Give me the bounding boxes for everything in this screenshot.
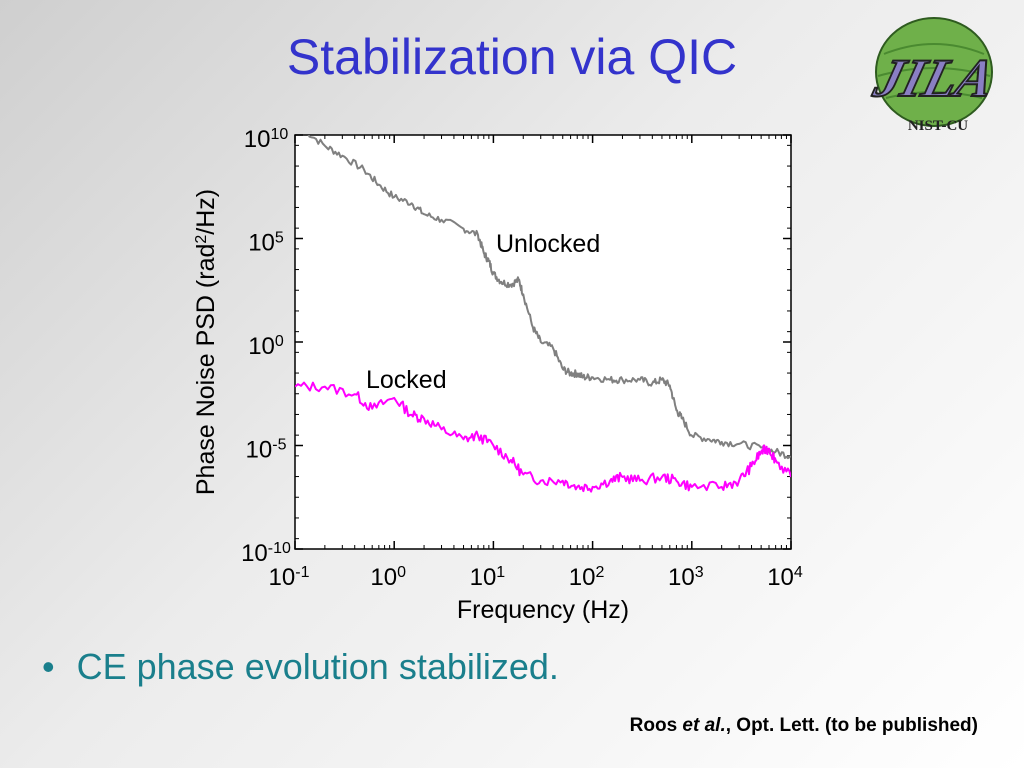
y-axis-label-superscript: 2 <box>193 235 210 244</box>
logo-globe-lines <box>877 43 991 99</box>
minor-ticks <box>295 135 791 549</box>
x-tick-label-2: 101 <box>470 564 506 592</box>
major-ticks <box>294 134 792 550</box>
x-tick-labels: 10-1 100 101 102 103 104 <box>269 564 803 592</box>
annotation-locked: Locked <box>366 366 447 394</box>
y-axis-label: Phase Noise PSD (rad2/Hz) <box>192 189 220 495</box>
y-tick-label-1: 105 <box>248 229 284 257</box>
y-axis-label-part-1: Phase Noise PSD (rad <box>192 244 220 496</box>
series-line-unlocked <box>307 135 791 460</box>
bullet-dot: • <box>42 646 55 687</box>
y-axis-label-part-2: /Hz) <box>192 189 220 235</box>
logo-letters: JILA <box>867 48 1001 108</box>
y-tick-label-0: 1010 <box>244 126 289 154</box>
y-tick-labels: 1010 105 100 10-5 10-10 <box>241 126 291 568</box>
citation-author: Roos <box>629 715 678 736</box>
citation: Roos et al., Opt. Lett. (to be published… <box>630 715 978 737</box>
plot-area <box>294 134 792 550</box>
bullet-text: CE phase evolution stabilized. <box>76 646 559 687</box>
x-tick-label-1: 100 <box>370 564 406 592</box>
logo-subtext: NIST-CU <box>908 118 968 134</box>
series-line-locked <box>295 381 791 493</box>
annotation-unlocked: Unlocked <box>496 230 600 258</box>
x-tick-label-0: 10-1 <box>269 564 310 592</box>
y-tick-label-3: 10-5 <box>246 436 287 464</box>
y-tick-label-4: 10-10 <box>241 540 291 568</box>
x-tick-label-3: 102 <box>569 564 605 592</box>
x-axis-label: Frequency (Hz) <box>457 596 629 624</box>
y-tick-label-2: 100 <box>248 333 284 361</box>
logo-globe <box>875 17 993 127</box>
bullet-point: • CE phase evolution stabilized. <box>42 646 559 688</box>
slide-title: Stabilization via QIC <box>286 29 738 85</box>
citation-etal: et al. <box>682 715 726 736</box>
citation-rest: , Opt. Lett. (to be published) <box>725 715 978 736</box>
jila-logo-icon: JILA NIST-CU <box>866 17 1002 134</box>
x-tick-label-4: 103 <box>668 564 704 592</box>
x-tick-label-5: 104 <box>767 564 803 592</box>
